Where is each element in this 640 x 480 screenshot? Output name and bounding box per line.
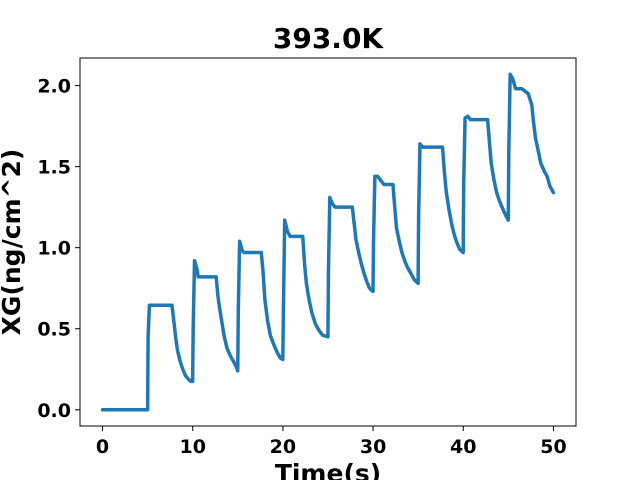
y-axis: 0.0 0.5 1.0 1.5 2.0 <box>37 76 80 422</box>
x-axis: 0 10 20 30 40 50 <box>96 426 567 458</box>
y-tick-label: 1.5 <box>37 157 71 179</box>
series-line-0 <box>100 72 556 412</box>
plot-frame <box>79 57 577 427</box>
x-tick-label: 30 <box>360 436 386 458</box>
y-axis-label: XG(ng/cm^2) <box>0 149 26 336</box>
x-tick-label: 0 <box>96 436 109 458</box>
y-tick-label: 2.0 <box>37 76 71 98</box>
y-tick-label: 1.0 <box>37 238 71 260</box>
x-axis-label: Time(s) <box>275 459 381 480</box>
x-tick-label: 20 <box>270 436 296 458</box>
x-tick-label: 50 <box>540 436 566 458</box>
y-tick-label: 0.5 <box>37 319 71 341</box>
y-tick-label: 0.0 <box>37 400 71 422</box>
chart-title: 393.0K <box>273 22 385 55</box>
series-layer <box>100 72 556 412</box>
x-tick-label: 10 <box>180 436 206 458</box>
x-tick-label: 40 <box>450 436 476 458</box>
